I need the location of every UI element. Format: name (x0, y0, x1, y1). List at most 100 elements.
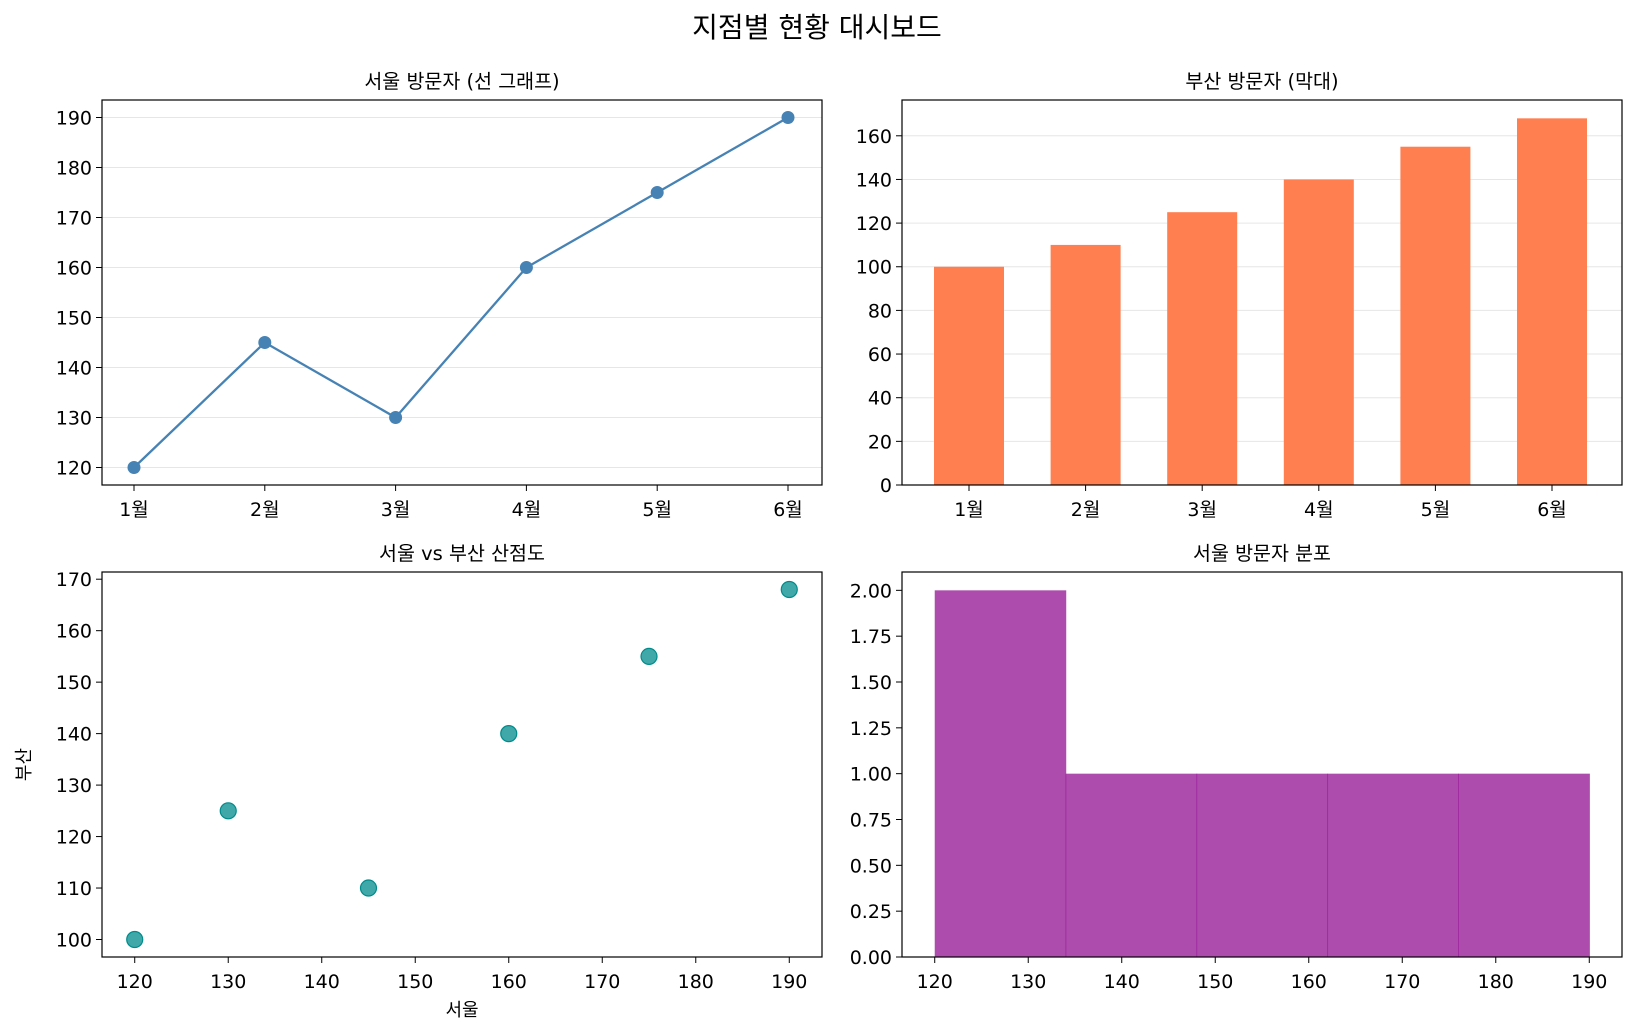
histogram-bin (1065, 773, 1198, 957)
histogram-chart-xtick-label: 180 (1478, 971, 1514, 993)
scatter-chart-xtick-label: 180 (678, 971, 714, 993)
histogram-chart-xtick-label: 150 (1197, 971, 1233, 993)
scatter-point (359, 879, 378, 897)
seoul-data-point (127, 461, 141, 474)
bar-chart-ytick-label: 140 (856, 169, 892, 191)
histogram-chart-xtick-label: 170 (1384, 971, 1420, 993)
scatter-chart-ytick-label: 120 (56, 827, 92, 849)
line-chart-ytick-label: 160 (56, 258, 92, 280)
line-chart-ytick-label: 150 (56, 308, 92, 330)
scatter-point (640, 647, 658, 666)
histogram-chart-xtick-label: 160 (1291, 971, 1327, 993)
line-chart-xtick-label: 3월 (381, 499, 411, 521)
line-chart-title: 서울 방문자 (선 그래프) (364, 70, 559, 93)
scatter-chart-frame (101, 571, 823, 958)
histogram-chart-ytick-label: 0.50 (850, 855, 892, 877)
histogram-bin (1458, 773, 1590, 957)
busan-bar (1167, 212, 1238, 485)
scatter-point (126, 930, 144, 949)
scatter-x-axis-label: 서울 (445, 1000, 478, 1021)
bar-chart-xtick-label: 3월 (1187, 499, 1217, 521)
scatter-chart-xtick-label: 160 (491, 971, 527, 993)
bar-chart-ytick-label: 80 (868, 300, 892, 322)
scatter-chart-xtick-label: 120 (117, 971, 153, 993)
line-chart-ytick-label: 170 (56, 208, 92, 230)
line-chart-ytick-label: 140 (56, 358, 92, 380)
scatter-chart-ytick-label: 100 (56, 930, 92, 952)
busan-bar (1283, 179, 1354, 485)
bar-chart-ytick-label: 60 (868, 344, 892, 366)
busan-bar (1517, 118, 1587, 485)
bar-chart-ytick-label: 40 (868, 388, 892, 410)
scatter-point (500, 725, 518, 743)
scatter-chart-title: 서울 vs 부산 산점도 (379, 542, 545, 565)
histogram-chart-ytick-label: 0.00 (850, 947, 892, 969)
histogram-chart-ytick-label: 0.75 (850, 810, 892, 832)
histogram-chart-xtick-label: 190 (1571, 971, 1607, 993)
scatter-chart-xtick-label: 140 (304, 971, 340, 993)
scatter-chart-xtick-label: 190 (771, 971, 807, 993)
histogram-chart-ytick-label: 1.50 (850, 672, 892, 694)
bar-chart-ytick-label: 120 (856, 213, 892, 235)
bar-chart-xtick-label: 5월 (1421, 499, 1451, 521)
histogram-chart-ytick-label: 2.00 (850, 580, 892, 602)
seoul-data-point (781, 111, 795, 124)
bar-chart-ytick-label: 160 (856, 126, 892, 148)
seoul-data-point (519, 261, 533, 274)
histogram-chart-ytick-label: 0.25 (850, 901, 892, 923)
bar-chart-xtick-label: 1월 (954, 499, 984, 521)
seoul-data-point (650, 186, 664, 199)
bar-chart-frame (901, 99, 1623, 486)
scatter-chart-ytick-label: 170 (56, 569, 92, 591)
bar-chart-xtick-label: 6월 (1537, 499, 1567, 521)
scatter-chart-ytick-label: 130 (56, 775, 92, 797)
line-chart-xtick-label: 2월 (250, 499, 280, 521)
bar-chart-ytick-label: 20 (868, 431, 892, 453)
busan-bar (1050, 244, 1121, 485)
scatter-chart-ytick-label: 160 (56, 621, 92, 643)
seoul-data-point (258, 336, 272, 349)
line-chart-ytick-label: 120 (56, 458, 92, 480)
seoul-data-point (389, 411, 403, 424)
seoul-series-line (133, 116, 789, 469)
busan-bar (934, 266, 1004, 485)
histogram-chart-title: 서울 방문자 분포 (1193, 542, 1331, 565)
line-chart-xtick-label: 5월 (642, 499, 672, 521)
bar-chart-xtick-label: 2월 (1071, 499, 1101, 521)
line-chart-frame (101, 99, 823, 486)
line-chart-ytick-label: 190 (56, 108, 92, 130)
scatter-point (780, 580, 798, 599)
histogram-bin (1196, 773, 1329, 957)
histogram-chart-ytick-label: 1.75 (850, 626, 892, 648)
busan-bar (1400, 146, 1471, 485)
histogram-chart-frame (901, 571, 1623, 958)
bar-chart-ytick-label: 0 (880, 475, 892, 497)
bar-chart-title: 부산 방문자 (막대) (1185, 70, 1338, 93)
histogram-chart-ytick-label: 1.25 (850, 718, 892, 740)
scatter-chart-ytick-label: 140 (56, 724, 92, 746)
line-chart-xtick-label: 4월 (512, 499, 542, 521)
line-chart-ytick-label: 180 (56, 158, 92, 180)
scatter-chart-xtick-label: 130 (210, 971, 246, 993)
histogram-chart-xtick-label: 130 (1010, 971, 1046, 993)
scatter-y-axis-label: 부산 (14, 748, 35, 781)
line-chart-xtick-label: 6월 (773, 499, 803, 521)
dashboard-title: 지점별 현황 대시보드 (692, 11, 942, 44)
histogram-bin (1327, 773, 1459, 957)
line-chart-xtick-label: 1월 (119, 499, 149, 521)
scatter-point (219, 802, 237, 820)
histogram-chart-xtick-label: 140 (1104, 971, 1140, 993)
scatter-chart-ytick-label: 110 (56, 878, 92, 900)
bar-chart-xtick-label: 4월 (1304, 499, 1334, 521)
scatter-chart-xtick-label: 150 (397, 971, 433, 993)
histogram-chart-xtick-label: 120 (917, 971, 953, 993)
scatter-chart-ytick-label: 150 (56, 672, 92, 694)
line-chart-ytick-label: 130 (56, 408, 92, 430)
histogram-bin (934, 590, 1067, 957)
scatter-chart-xtick-label: 170 (584, 971, 620, 993)
histogram-chart-ytick-label: 1.00 (850, 764, 892, 786)
